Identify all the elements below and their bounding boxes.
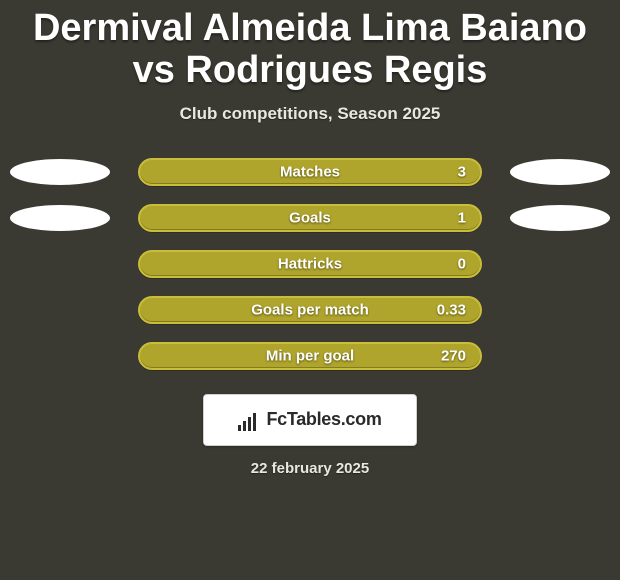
- stat-row: Goals 1: [10, 204, 610, 232]
- oval-spacer: [510, 343, 610, 369]
- stat-pill: Matches 3: [138, 158, 482, 186]
- stat-row: Min per goal 270: [10, 342, 610, 370]
- stat-label: Hattricks: [278, 255, 342, 272]
- right-player-oval: [510, 205, 610, 231]
- stat-row: Goals per match 0.33: [10, 296, 610, 324]
- oval-spacer: [10, 343, 110, 369]
- stat-value: 3: [458, 163, 466, 180]
- stat-pill: Goals per match 0.33: [138, 296, 482, 324]
- stat-value: 270: [441, 347, 466, 364]
- left-player-oval: [10, 205, 110, 231]
- stat-value: 0.33: [437, 301, 466, 318]
- oval-spacer: [10, 251, 110, 277]
- stat-pill: Min per goal 270: [138, 342, 482, 370]
- oval-spacer: [510, 251, 610, 277]
- stat-row: Hattricks 0: [10, 250, 610, 278]
- stat-row: Matches 3: [10, 158, 610, 186]
- oval-spacer: [10, 297, 110, 323]
- stat-label: Min per goal: [266, 347, 354, 364]
- stat-pill: Hattricks 0: [138, 250, 482, 278]
- logo-box: FcTables.com: [203, 394, 417, 446]
- stats-rows: Matches 3 Goals 1 Hattricks 0 Goals per match 0…: [0, 158, 620, 370]
- logo-text: FcTables.com: [266, 409, 381, 430]
- page-title: Dermival Almeida Lima Baiano vs Rodrigue…: [0, 0, 620, 92]
- stat-label: Goals: [289, 209, 331, 226]
- stat-label: Goals per match: [251, 301, 369, 318]
- stat-pill: Goals 1: [138, 204, 482, 232]
- left-player-oval: [10, 159, 110, 185]
- subtitle: Club competitions, Season 2025: [0, 104, 620, 124]
- comparison-card: Dermival Almeida Lima Baiano vs Rodrigue…: [0, 0, 620, 580]
- date-text: 22 february 2025: [0, 460, 620, 477]
- right-player-oval: [510, 159, 610, 185]
- oval-spacer: [510, 297, 610, 323]
- stat-value: 0: [458, 255, 466, 272]
- stat-value: 1: [458, 209, 466, 226]
- stat-label: Matches: [280, 163, 340, 180]
- barchart-icon: [238, 409, 260, 431]
